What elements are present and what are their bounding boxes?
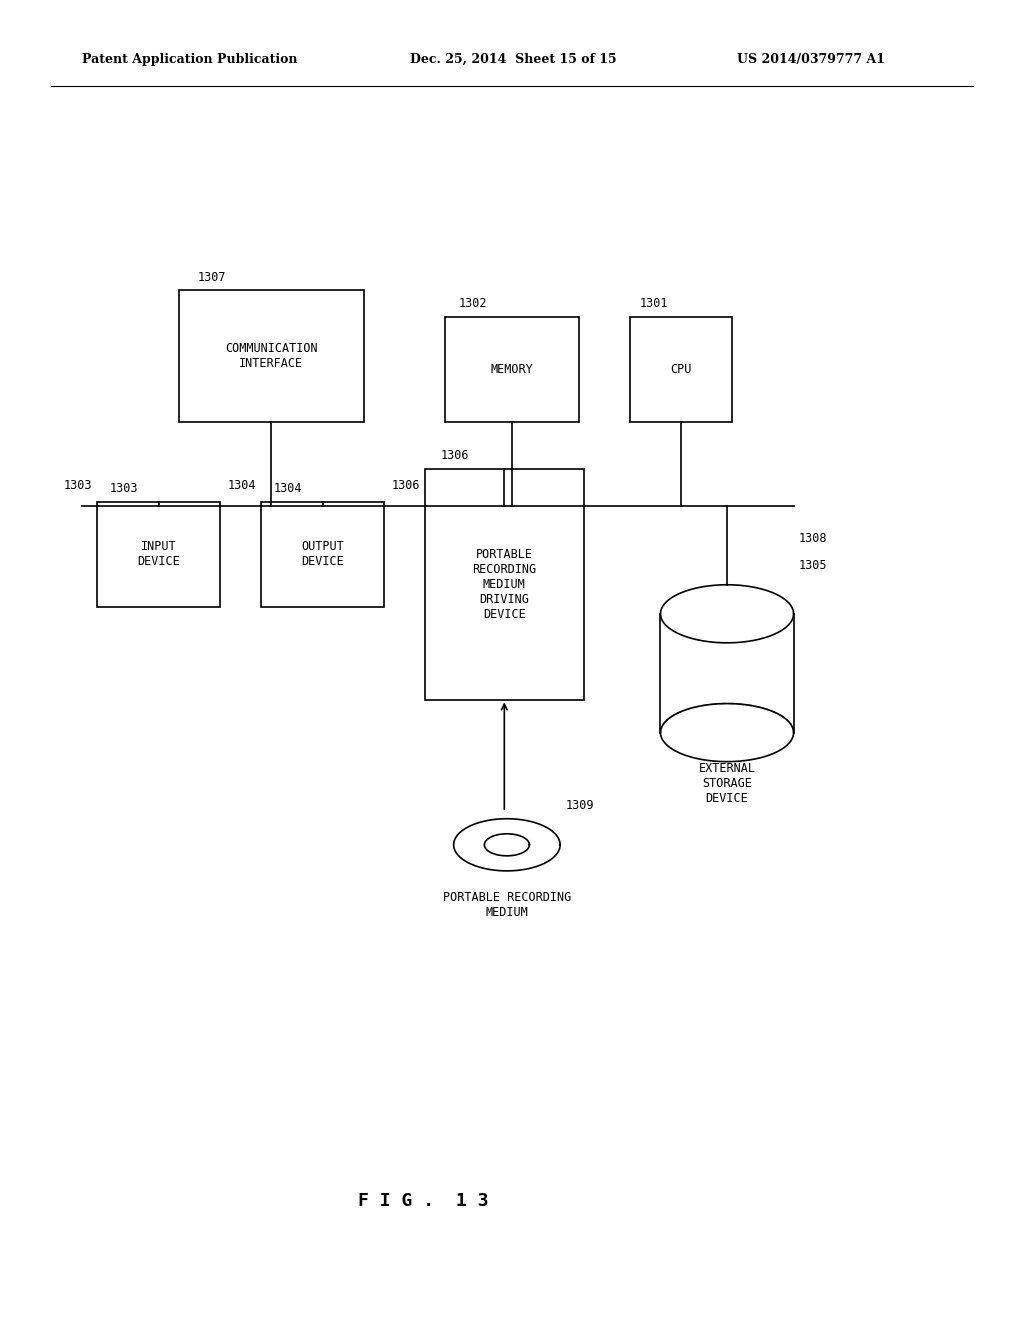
FancyBboxPatch shape	[179, 290, 364, 422]
Text: PORTABLE RECORDING
MEDIUM: PORTABLE RECORDING MEDIUM	[442, 891, 571, 919]
Text: INPUT
DEVICE: INPUT DEVICE	[137, 540, 180, 569]
Text: 1307: 1307	[198, 271, 226, 284]
Text: 1303: 1303	[63, 479, 92, 492]
Text: F I G .  1 3: F I G . 1 3	[358, 1192, 488, 1210]
Text: OUTPUT
DEVICE: OUTPUT DEVICE	[301, 540, 344, 569]
Text: US 2014/0379777 A1: US 2014/0379777 A1	[737, 53, 886, 66]
Text: 1306: 1306	[391, 479, 420, 492]
FancyBboxPatch shape	[97, 502, 220, 607]
Text: 1301: 1301	[640, 297, 669, 310]
FancyBboxPatch shape	[445, 317, 579, 422]
FancyBboxPatch shape	[425, 469, 584, 700]
Text: 1302: 1302	[459, 297, 487, 310]
Text: EXTERNAL
STORAGE
DEVICE: EXTERNAL STORAGE DEVICE	[698, 762, 756, 805]
Text: MEMORY: MEMORY	[490, 363, 534, 376]
Text: 1305: 1305	[799, 558, 827, 572]
FancyBboxPatch shape	[630, 317, 732, 422]
Text: 1304: 1304	[273, 482, 302, 495]
Text: PORTABLE
RECORDING
MEDIUM
DRIVING
DEVICE: PORTABLE RECORDING MEDIUM DRIVING DEVICE	[472, 548, 537, 620]
Text: 1308: 1308	[799, 532, 827, 545]
Text: Dec. 25, 2014  Sheet 15 of 15: Dec. 25, 2014 Sheet 15 of 15	[410, 53, 616, 66]
Text: 1303: 1303	[110, 482, 138, 495]
Text: 1309: 1309	[565, 799, 594, 812]
Text: COMMUNICATION
INTERFACE: COMMUNICATION INTERFACE	[225, 342, 317, 371]
Text: CPU: CPU	[671, 363, 691, 376]
Text: 1306: 1306	[440, 449, 469, 462]
FancyBboxPatch shape	[261, 502, 384, 607]
Text: Patent Application Publication: Patent Application Publication	[82, 53, 297, 66]
Text: 1304: 1304	[227, 479, 256, 492]
